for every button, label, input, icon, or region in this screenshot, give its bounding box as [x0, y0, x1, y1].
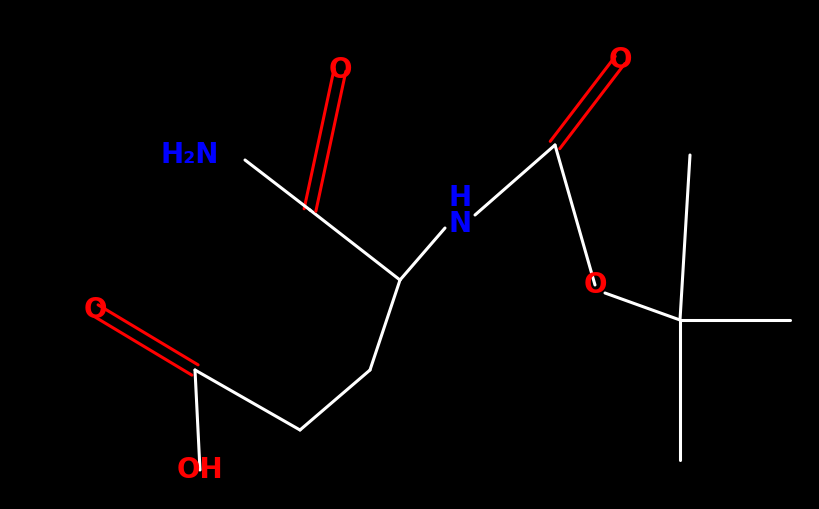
Text: H: H	[449, 184, 472, 212]
Text: OH: OH	[177, 456, 224, 484]
Text: N: N	[449, 210, 472, 238]
Text: O: O	[609, 46, 631, 74]
Text: O: O	[84, 296, 106, 324]
Text: H₂N: H₂N	[161, 141, 219, 169]
Text: O: O	[328, 56, 351, 84]
Text: O: O	[583, 271, 607, 299]
